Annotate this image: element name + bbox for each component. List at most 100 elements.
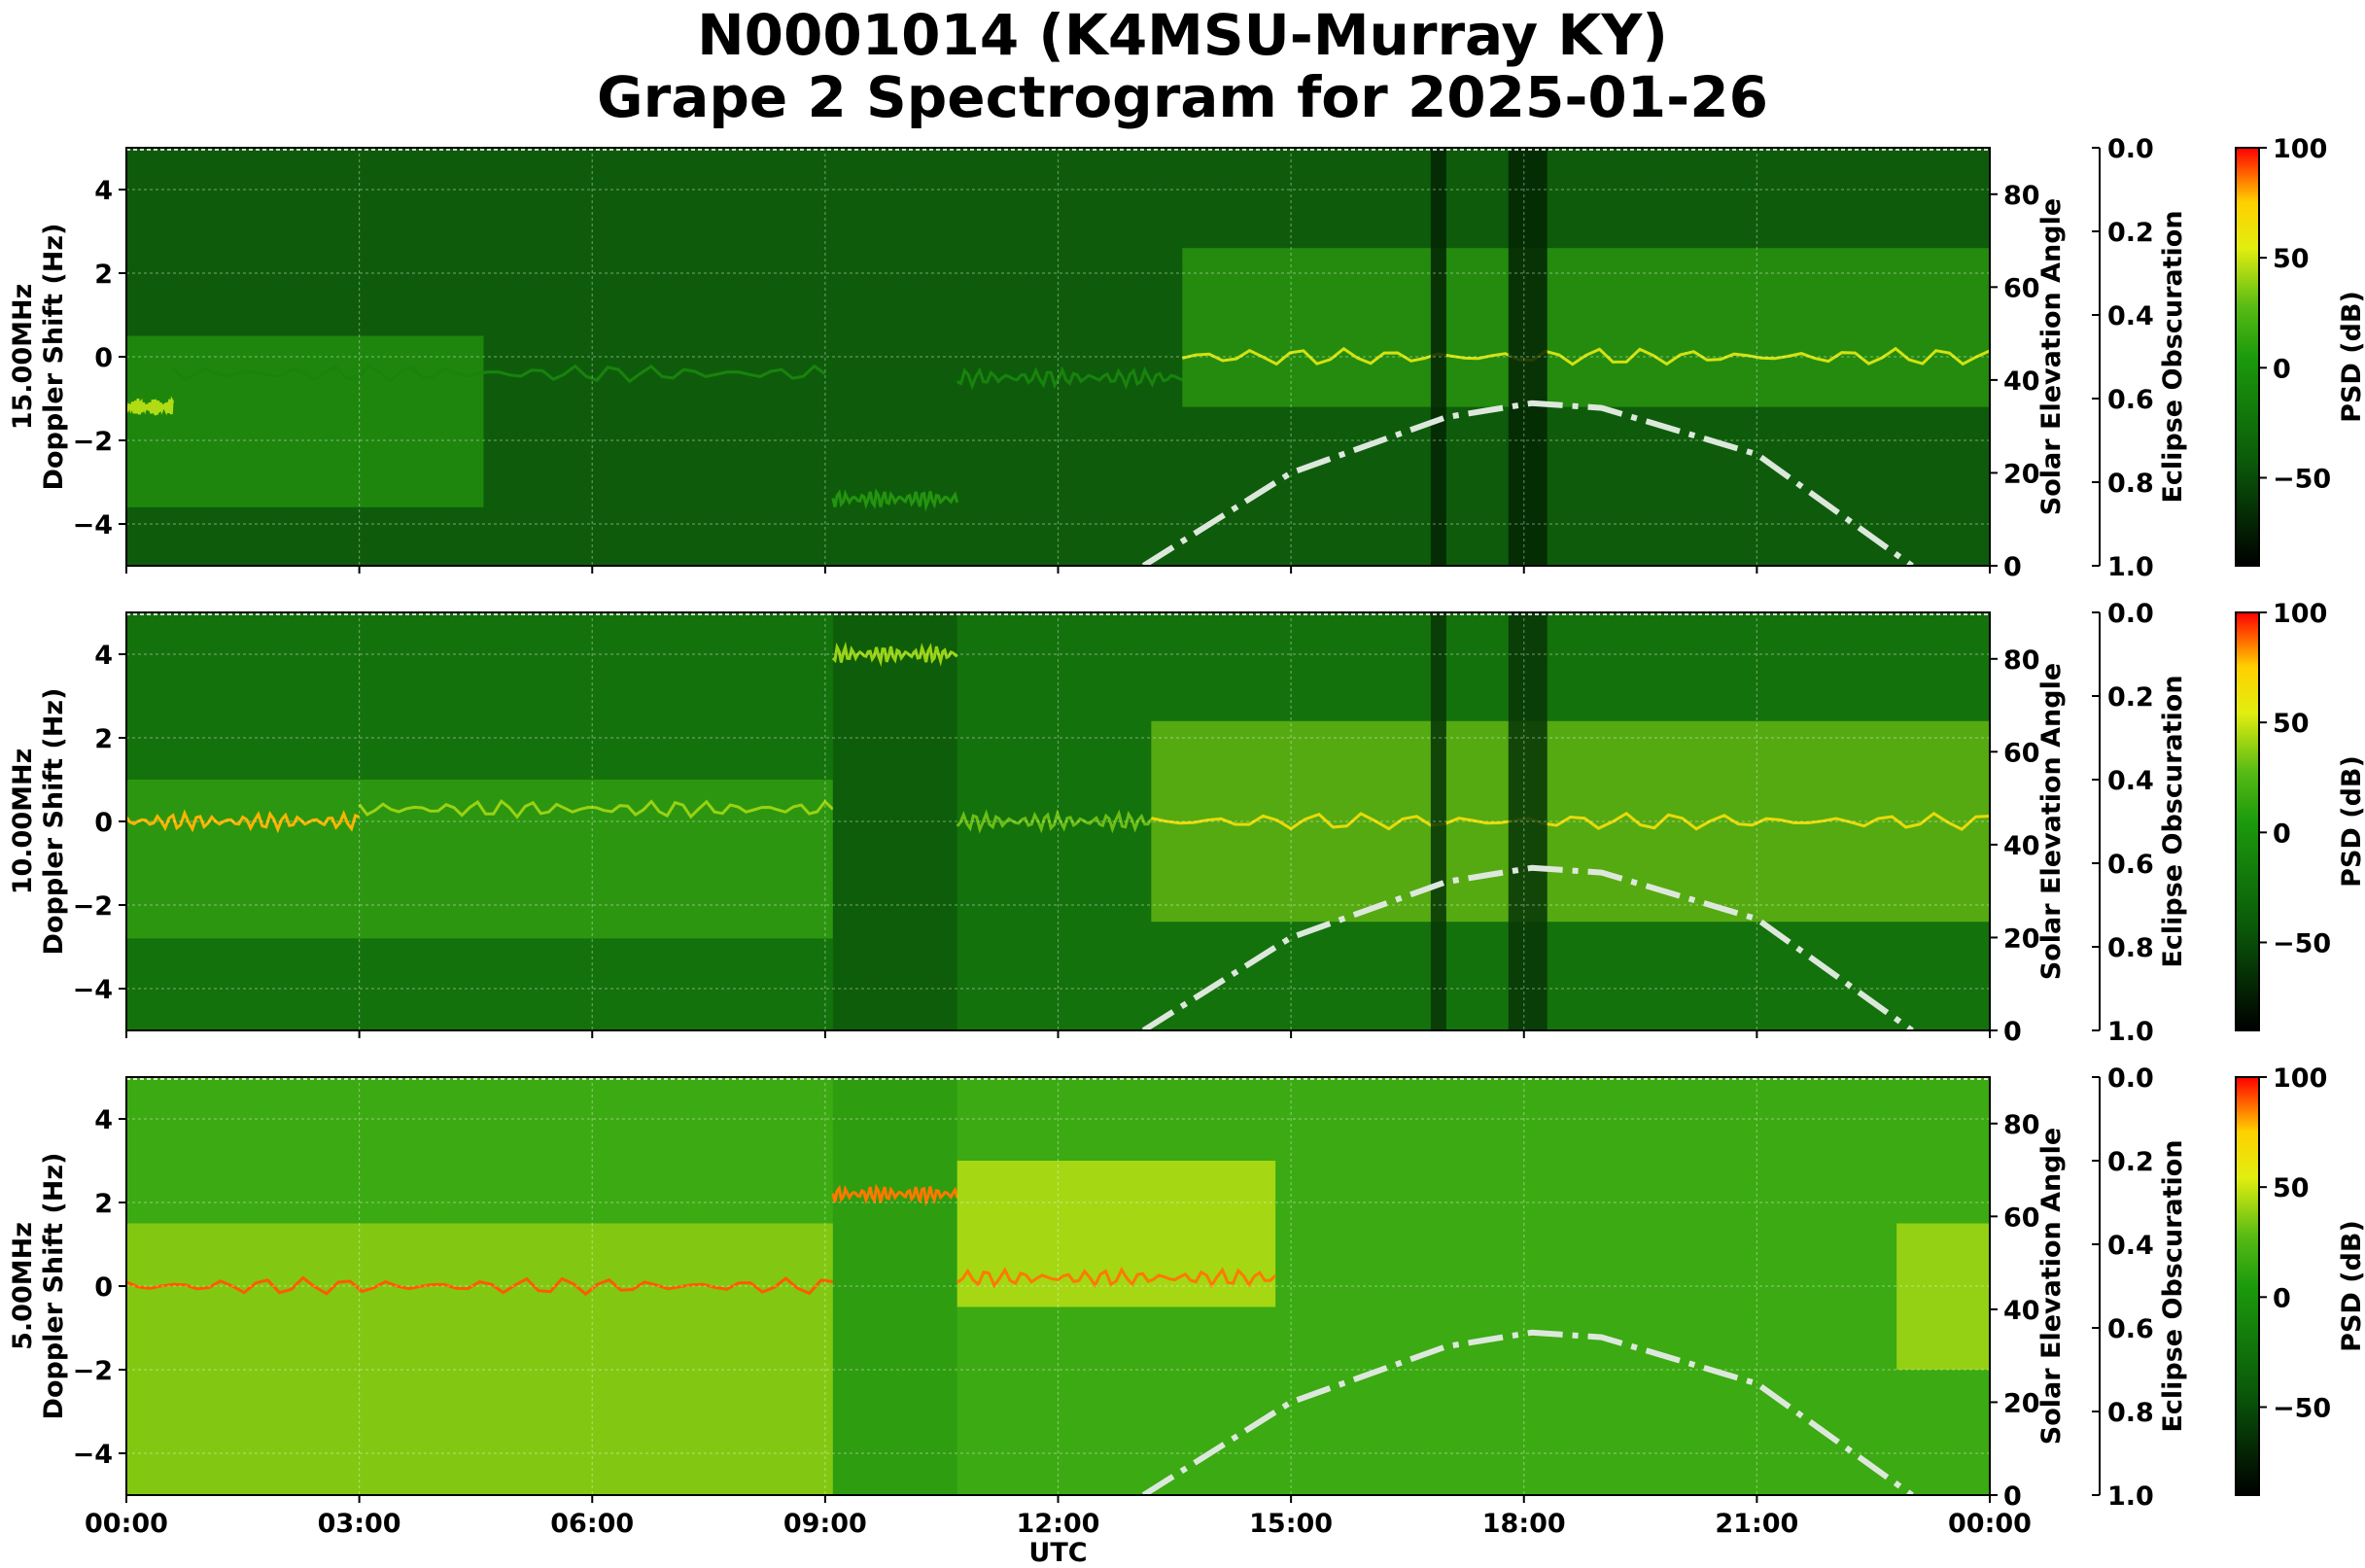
colorbar-label: PSD (dB) [2337,1220,2365,1352]
elevation-tick-label: 20 [2003,459,2040,489]
colorbar [2235,611,2260,1031]
elevation-tick-label: 0 [2003,1481,2022,1512]
y-tick-label: 4 [94,641,113,671]
y-axis-label: Doppler Shift (Hz) [39,224,69,491]
colorbar-label: PSD (dB) [2337,291,2365,423]
signal-dropout-9 [1508,612,1548,1030]
eclipse-tick-label: 0.4 [2107,766,2154,796]
eclipse-tick-label: 0.6 [2107,385,2154,415]
signal-band-4 [956,1161,1276,1307]
y-tick-label: 4 [94,176,113,206]
elevation-axis-label: Solar Elevation Angle [2036,198,2067,515]
y-tick-label: 4 [94,1105,113,1135]
eclipse-tick-label: 1.0 [2107,552,2154,582]
eclipse-tick-label: 0.2 [2107,682,2154,713]
elevation-tick-label: 80 [2003,645,2040,676]
y-tick-label: 2 [94,1189,113,1219]
signal-band-6 [1896,1223,1990,1370]
signal-band-5 [1182,248,1990,407]
y-tick-label: −4 [73,975,113,1005]
colorbar-tick-label: 100 [2273,599,2327,629]
y-tick-label: −2 [73,1356,113,1386]
eclipse-axis-label: Eclipse Obscuration [2158,210,2188,503]
signal-dropout-3 [832,612,957,1030]
solar-elevation-curve [1141,864,1914,1030]
panel-10.00MHz: 420−2−410.00MHz Doppler Shift (Hz)0204060… [8,599,2365,1047]
eclipse-tick-label: 0.4 [2107,1231,2154,1261]
eclipse-axis-label: Eclipse Obscuration [2158,1139,2188,1432]
doppler-trace-4 [831,641,958,668]
eclipse-tick-label: 0.0 [2107,599,2154,629]
elevation-tick-label: 40 [2003,366,2040,397]
eclipse-tick-label: 0.8 [2107,469,2154,499]
eclipse-tick-label: 1.0 [2107,1017,2154,1047]
doppler-trace-6 [1181,346,1990,366]
elevation-axis-label: Solar Elevation Angle [2036,663,2067,980]
spectrogram-image [126,148,1990,566]
signal-dropout-8 [1430,612,1446,1030]
signal-dropout-8 [1508,148,1548,566]
colorbar-tick-label: 100 [2273,134,2327,164]
chart-title: N0001014 (K4MSU-Murray KY) [697,2,1668,68]
x-tick-label: 03:00 [318,1509,401,1539]
doppler-trace-1 [126,396,175,417]
doppler-trace-5 [956,1267,1277,1289]
colorbar [2235,1076,2260,1496]
elevation-tick-label: 40 [2003,831,2040,861]
elevation-tick-label: 60 [2003,273,2040,303]
eclipse-tick-label: 0.8 [2107,1398,2154,1428]
panel-frequency-label: 10.00MHz [8,749,38,895]
y-axis-label: Doppler Shift (Hz) [39,688,69,956]
y-tick-label: 2 [94,724,113,754]
panel-frequency-label: 15.00MHz [8,284,38,431]
panel-15.00MHz: 420−2−415.00MHz Doppler Shift (Hz)0204060… [8,134,2365,582]
x-tick-label: 15:00 [1249,1509,1333,1539]
solar-elevation-curve [1141,1329,1914,1495]
eclipse-axis-label: Eclipse Obscuration [2158,675,2188,967]
elevation-tick-label: 40 [2003,1296,2040,1326]
doppler-trace-4 [956,366,1183,391]
x-tick-label: 00:00 [85,1509,168,1539]
doppler-trace-3 [831,1183,959,1207]
eclipse-tick-label: 0.0 [2107,134,2154,164]
colorbar-tick-label: −50 [2273,1393,2331,1423]
solar-elevation-curve [1141,400,1914,566]
colorbar-tick-label: 0 [2273,354,2291,384]
y-tick-label: 0 [94,1272,113,1303]
panel-5.00MHz: 420−2−45.00MHz Doppler Shift (Hz)02040608… [8,1063,2365,1568]
eclipse-tick-label: 0.6 [2107,850,2154,880]
colorbar [2235,147,2260,567]
signal-dropout-2 [832,1077,957,1495]
chart-subtitle: Grape 2 Spectrogram for 2025-01-26 [597,64,1768,130]
elevation-tick-label: 60 [2003,738,2040,768]
y-tick-label: 0 [94,808,113,838]
colorbar-tick-label: 0 [2273,819,2291,849]
colorbar-tick-label: −50 [2273,464,2331,494]
colorbar-tick-label: 0 [2273,1283,2291,1313]
doppler-trace-1 [126,809,361,834]
y-tick-label: 2 [94,260,113,290]
doppler-trace-3 [831,488,959,512]
colorbar-tick-label: 50 [2273,709,2310,739]
y-tick-label: 0 [94,343,113,373]
signal-band-0 [126,335,484,507]
signal-band-0 [126,1223,833,1495]
y-tick-label: −2 [73,427,113,457]
doppler-trace-5 [956,809,1153,834]
elevation-tick-label: 20 [2003,923,2040,954]
x-tick-label: 00:00 [1948,1509,2032,1539]
doppler-trace-2 [171,364,826,384]
doppler-trace-7 [1150,811,1990,831]
elevation-axis-label: Solar Elevation Angle [2036,1128,2067,1445]
x-tick-label: 12:00 [1017,1509,1100,1539]
colorbar-tick-label: 50 [2273,1173,2310,1203]
elevation-tick-label: 0 [2003,552,2022,582]
elevation-tick-label: 20 [2003,1388,2040,1418]
eclipse-tick-label: 0.8 [2107,933,2154,963]
elevation-tick-label: 80 [2003,181,2040,211]
panel-frequency-label: 5.00MHz [8,1222,38,1350]
eclipse-tick-label: 0.6 [2107,1314,2154,1344]
elevation-tick-label: 80 [2003,1110,2040,1140]
y-tick-label: −4 [73,1440,113,1470]
